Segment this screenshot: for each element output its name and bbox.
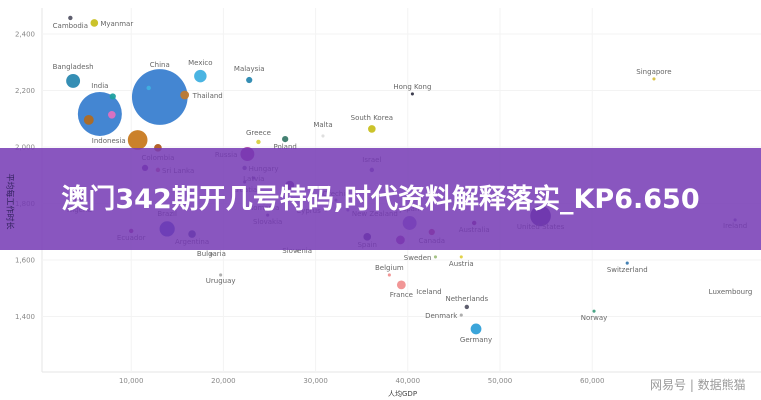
point-label: Singapore xyxy=(636,68,671,76)
bubble-myanmar xyxy=(90,19,99,27)
point-label: Austria xyxy=(449,260,474,268)
y-tick-label: 1,400 xyxy=(15,313,35,321)
bubble-denmark xyxy=(459,313,463,317)
point-label: Slovenia xyxy=(282,247,312,255)
bubble-south-korea xyxy=(368,125,376,133)
point-label: Luxembourg xyxy=(709,288,753,296)
x-tick-label: 10,000 xyxy=(119,377,144,385)
point-label: South Korea xyxy=(351,114,393,122)
point-label: Bangladesh xyxy=(53,63,94,71)
bubble-bulgaria xyxy=(209,252,213,256)
bubble-malaysia xyxy=(246,76,253,84)
point-label: Denmark xyxy=(425,312,458,320)
y-axis-label: 平均每工作时长 xyxy=(5,173,15,230)
point-label: Poland xyxy=(273,143,296,151)
point-label: Mexico xyxy=(188,59,212,67)
x-axis-label: 人均GDP xyxy=(388,390,418,398)
point-label: France xyxy=(390,291,413,299)
point-label: Malaysia xyxy=(234,65,265,73)
x-tick-label: 50,000 xyxy=(488,377,513,385)
watermark-logo: 网易号 | 数据熊猫 xyxy=(650,378,746,392)
point-label: Sweden xyxy=(404,254,432,262)
bubble-france xyxy=(396,280,406,290)
bubble-china xyxy=(131,69,188,125)
bubble-hong-kong xyxy=(410,92,414,96)
bubble-cambodia xyxy=(68,15,73,21)
point-label: Thailand xyxy=(192,92,223,100)
bubble-malta xyxy=(321,134,325,138)
bubble-slovenia xyxy=(295,249,299,253)
y-tick-label: 2,400 xyxy=(15,31,35,39)
point-label: Belgium xyxy=(375,264,404,272)
y-tick-label: 1,600 xyxy=(15,257,35,265)
bubble-unlabeled xyxy=(83,114,94,125)
point-label: Norway xyxy=(581,314,608,322)
bubble-bangladesh xyxy=(66,73,81,88)
bubble-thailand xyxy=(180,90,190,100)
point-label: Greece xyxy=(246,129,271,137)
banner-text: 澳门342期开几号特码,时代资料解释落实_KP6.650 xyxy=(61,183,700,215)
bubble-unlabeled xyxy=(108,110,116,119)
bubble-greece xyxy=(256,139,261,145)
point-label: China xyxy=(150,61,170,69)
bubble-unlabeled xyxy=(109,93,116,100)
point-label: Bulgaria xyxy=(197,250,226,258)
point-label: Cambodia xyxy=(53,22,88,30)
point-label: Switzerland xyxy=(607,266,648,274)
y-tick-label: 2,000 xyxy=(15,144,35,152)
bubble-unlabeled xyxy=(146,85,151,91)
point-label: Myanmar xyxy=(100,20,133,28)
bubble-switzerland xyxy=(625,261,629,265)
point-label: Iceland xyxy=(416,288,441,296)
x-tick-label: 60,000 xyxy=(580,377,605,385)
bubble-india xyxy=(77,91,122,136)
x-tick-label: 40,000 xyxy=(396,377,421,385)
bubble-indonesia xyxy=(127,130,148,150)
x-tick-label: 30,000 xyxy=(303,377,328,385)
point-label: Indonesia xyxy=(92,137,126,145)
point-label: Malta xyxy=(313,121,332,129)
y-tick-label: 2,200 xyxy=(15,87,35,95)
bubble-norway xyxy=(592,309,596,313)
point-label: India xyxy=(91,82,108,90)
title-banner: 澳门342期开几号特码,时代资料解释落实_KP6.650 xyxy=(0,148,761,250)
bubble-uruguay xyxy=(219,273,223,277)
bubble-singapore xyxy=(652,77,656,81)
bubble-austria xyxy=(459,255,463,259)
point-label: Uruguay xyxy=(206,277,236,285)
bubble-mexico xyxy=(194,69,207,83)
bubble-belgium xyxy=(387,273,391,277)
bubble-germany xyxy=(470,323,482,335)
bubble-poland xyxy=(282,135,289,143)
x-tick-label: 20,000 xyxy=(211,377,236,385)
point-label: Germany xyxy=(460,336,492,344)
bubble-sweden xyxy=(433,255,438,259)
point-label: Hong Kong xyxy=(393,83,431,91)
point-label: Netherlands xyxy=(445,295,488,303)
bubble-netherlands xyxy=(464,304,470,310)
